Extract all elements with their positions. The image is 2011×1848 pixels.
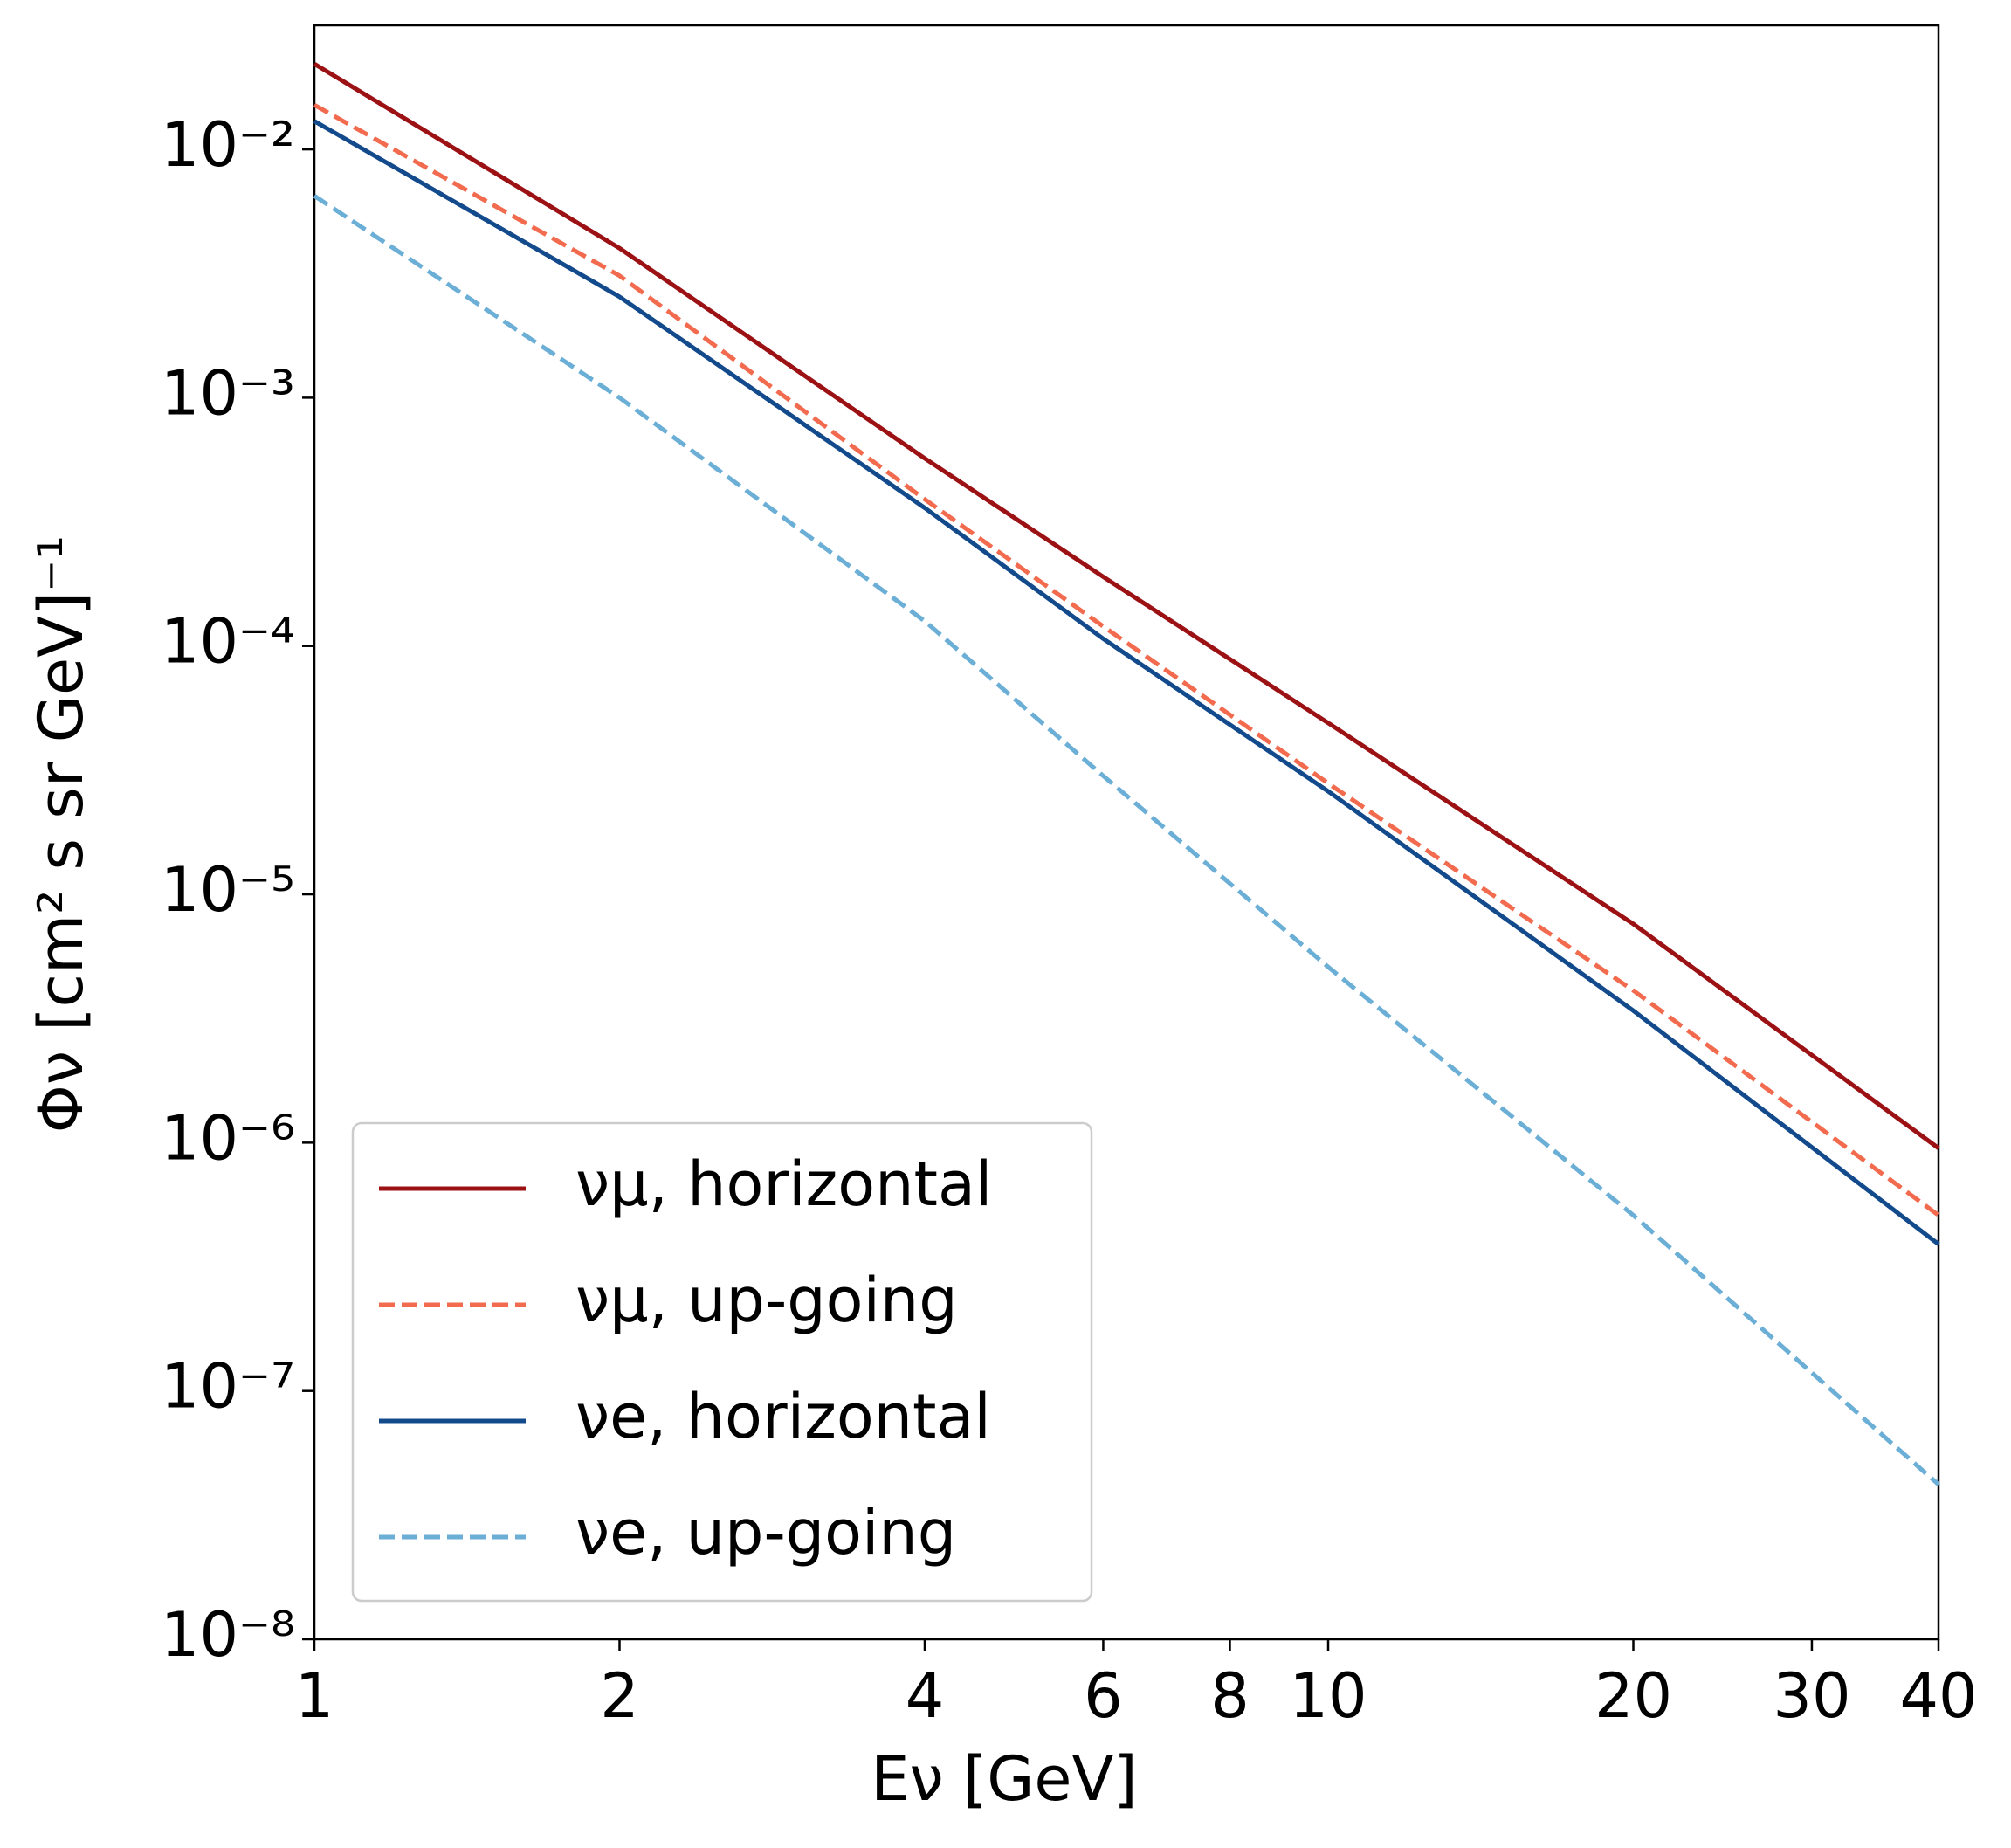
- legend-label: νμ, up-going: [575, 1265, 958, 1336]
- legend-box: [351, 1121, 1093, 1603]
- x-tick-label: 6: [1084, 1660, 1123, 1732]
- x-tick-label: 1: [295, 1660, 334, 1732]
- series-line: [313, 119, 1940, 1246]
- y-axis-label: Φν [cm² s sr GeV]⁻¹: [25, 535, 97, 1133]
- series-line: [313, 62, 1940, 1150]
- plot-area: [313, 24, 1940, 1641]
- series-line: [313, 194, 1940, 1486]
- y-tick-label: 10⁻⁵: [161, 854, 295, 926]
- y-tick-label: 10⁻⁸: [161, 1599, 295, 1671]
- x-axis-label: Eν [GeV]: [871, 1743, 1137, 1815]
- y-tick-label: 10⁻⁴: [161, 606, 295, 678]
- y-tick-label: 10⁻⁶: [161, 1102, 295, 1174]
- legend-label: νe, horizontal: [575, 1381, 991, 1452]
- legend-label: νμ, horizontal: [575, 1148, 992, 1220]
- x-tick-label: 2: [600, 1660, 639, 1732]
- x-tick-label: 20: [1594, 1660, 1672, 1732]
- y-tick-label: 10⁻²: [161, 109, 295, 181]
- x-tick-label: 10: [1289, 1660, 1367, 1732]
- x-tick-label: 4: [906, 1660, 945, 1732]
- x-tick-label: 30: [1773, 1660, 1850, 1732]
- legend-label: νe, up-going: [575, 1497, 956, 1569]
- series-line: [313, 103, 1940, 1217]
- y-tick-label: 10⁻³: [161, 357, 295, 429]
- x-tick-label: 40: [1899, 1660, 1977, 1732]
- y-tick-label: 10⁻⁷: [161, 1351, 295, 1423]
- x-tick-label: 8: [1210, 1660, 1250, 1732]
